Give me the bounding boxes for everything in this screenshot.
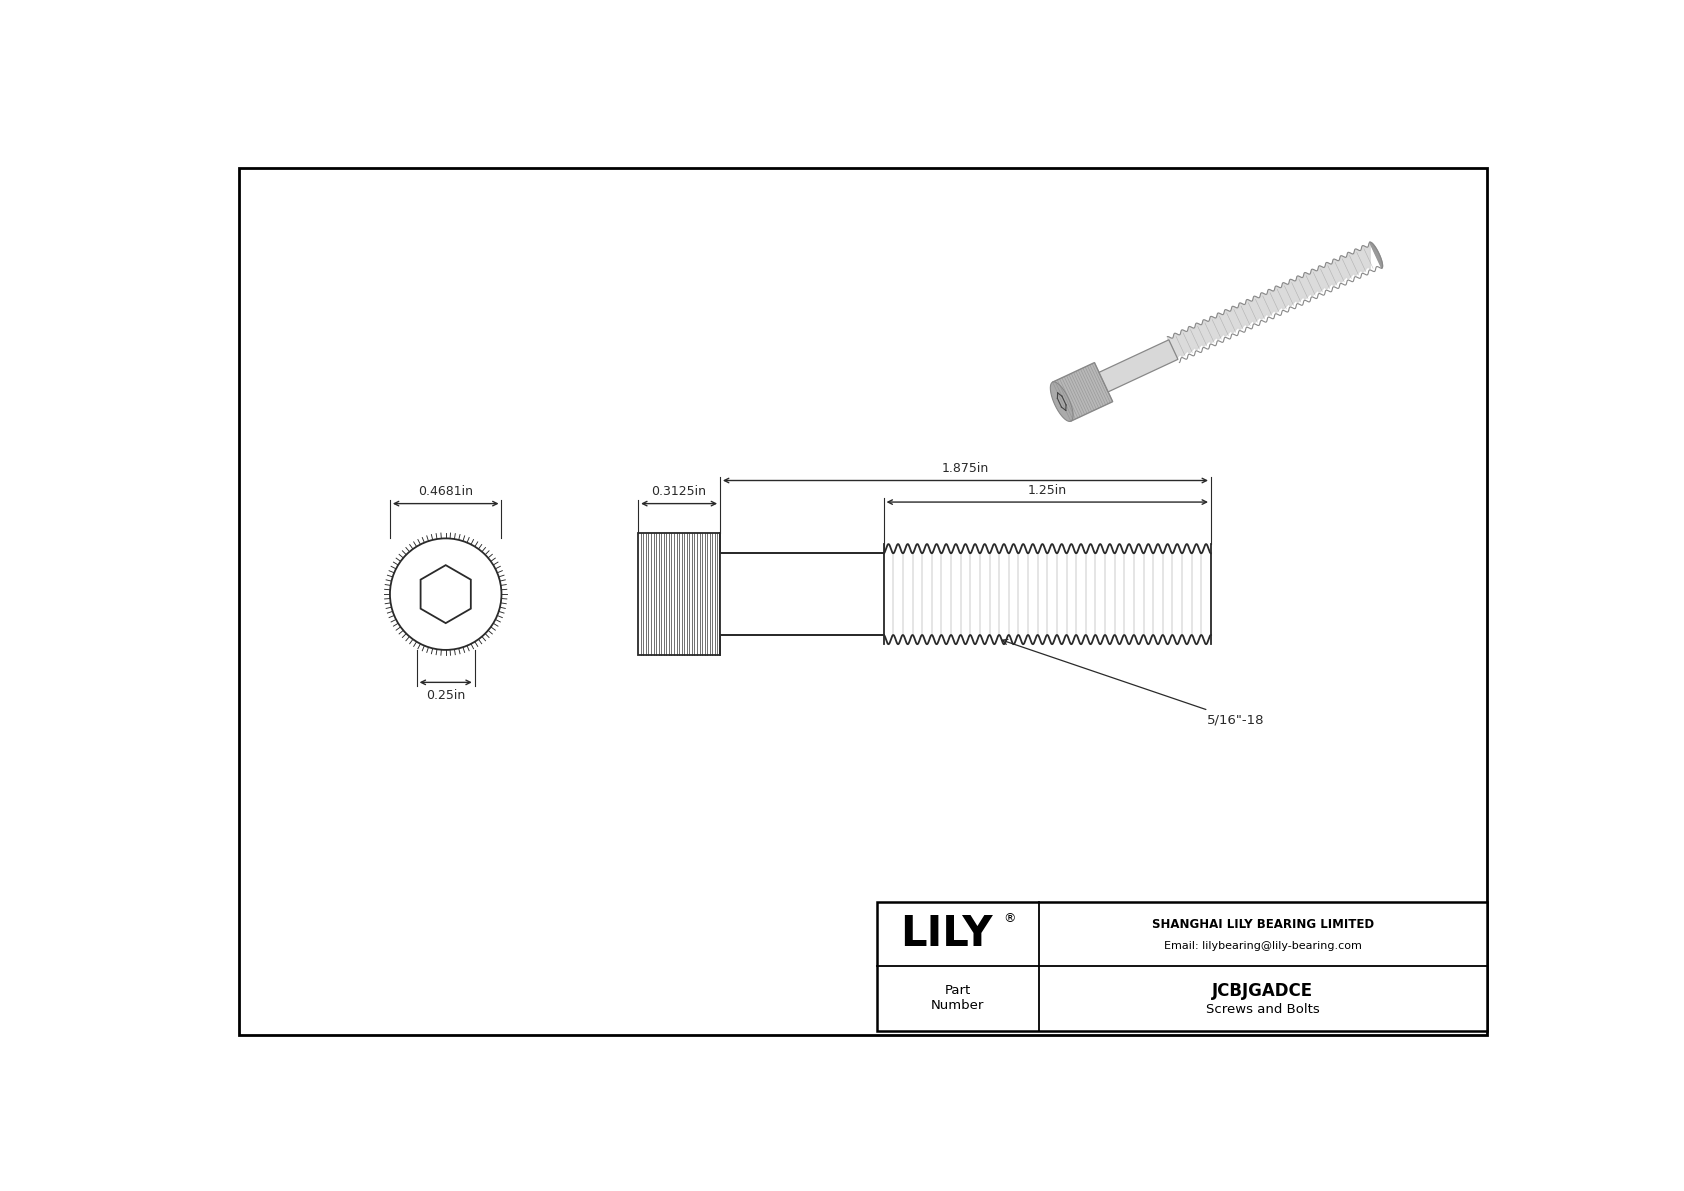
Text: SHANGHAI LILY BEARING LIMITED: SHANGHAI LILY BEARING LIMITED (1152, 917, 1374, 930)
Text: ®: ® (1004, 912, 1015, 925)
Text: 1.25in: 1.25in (1027, 484, 1068, 497)
Text: LILY: LILY (899, 913, 992, 955)
Text: 1.875in: 1.875in (941, 462, 989, 475)
Circle shape (391, 538, 502, 650)
Text: JCBJGADCE: JCBJGADCE (1212, 981, 1314, 999)
Polygon shape (1100, 339, 1177, 392)
Text: 0.3125in: 0.3125in (652, 485, 707, 498)
Polygon shape (421, 566, 472, 623)
Text: 5/16"-18: 5/16"-18 (1002, 640, 1265, 727)
Polygon shape (1052, 362, 1113, 422)
Polygon shape (1369, 242, 1383, 268)
Text: Part
Number: Part Number (931, 985, 985, 1012)
Text: 0.25in: 0.25in (426, 690, 465, 703)
Bar (721, 554, 884, 635)
Polygon shape (1051, 382, 1073, 422)
Text: Email: lilybearing@lily-bearing.com: Email: lilybearing@lily-bearing.com (1164, 941, 1362, 950)
Text: Screws and Bolts: Screws and Bolts (1206, 1003, 1320, 1016)
Bar (877, 902, 1487, 1030)
Bar (638, 532, 721, 655)
Text: 0.4681in: 0.4681in (418, 485, 473, 498)
